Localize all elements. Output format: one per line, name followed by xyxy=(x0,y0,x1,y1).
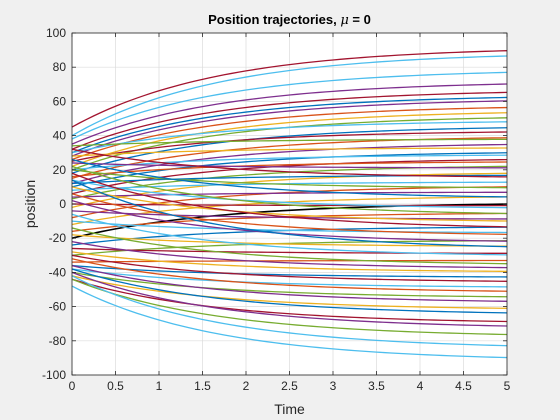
y-tick-label: -60 xyxy=(49,300,67,314)
chart-title: Position trajectories, μ = 0 xyxy=(208,12,371,28)
x-tick-label: 1 xyxy=(156,379,163,393)
x-tick-label: 0.5 xyxy=(107,379,124,393)
x-tick-label: 5 xyxy=(504,379,511,393)
y-tick-label: -40 xyxy=(49,265,67,279)
chart-title-symbol: μ xyxy=(340,13,348,28)
x-tick-label: 2 xyxy=(243,379,250,393)
y-tick-label: 40 xyxy=(53,129,67,143)
x-tick-label: 4 xyxy=(417,379,424,393)
y-tick-label: 20 xyxy=(53,163,67,177)
x-tick-label: 3.5 xyxy=(368,379,385,393)
x-tick-label: 3 xyxy=(330,379,337,393)
y-tick-label: -80 xyxy=(49,334,67,348)
y-tick-label: 100 xyxy=(46,26,66,40)
y-tick-label: 60 xyxy=(53,94,67,108)
y-tick-label: 0 xyxy=(59,197,66,211)
y-tick-label: -100 xyxy=(42,368,66,382)
x-tick-label: 0 xyxy=(69,379,76,393)
x-axis-label: Time xyxy=(274,401,305,417)
y-tick-label: 80 xyxy=(53,60,67,74)
x-tick-label: 4.5 xyxy=(455,379,472,393)
x-tick-label: 1.5 xyxy=(194,379,211,393)
chart-title-suffix: = 0 xyxy=(349,12,371,27)
y-tick-label: -20 xyxy=(49,231,67,245)
y-axis-label: position xyxy=(22,180,38,228)
x-tick-label: 2.5 xyxy=(281,379,298,393)
chart-title-main: Position trajectories, xyxy=(208,12,340,27)
